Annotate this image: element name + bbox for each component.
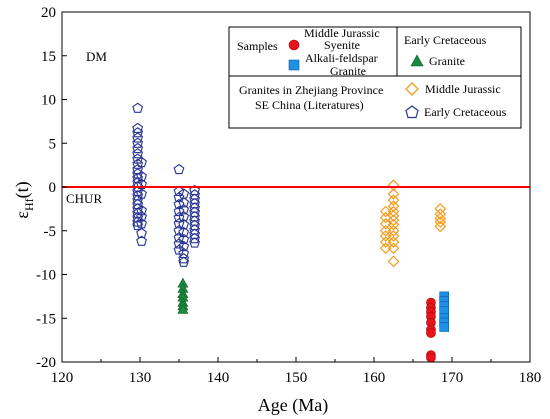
point-middle-jurassic [389, 195, 399, 205]
y-tick-label: 15 [41, 49, 56, 65]
y-tick-label: -5 [44, 224, 57, 240]
y-tick-label: -10 [36, 268, 56, 284]
legend-lit-line2: SE China (Literatures) [255, 98, 364, 112]
chur-label: CHUR [66, 191, 102, 206]
x-tick-label: 140 [207, 370, 230, 386]
x-tick-label: 180 [519, 370, 542, 386]
x-tick-label: 170 [441, 370, 464, 386]
point-alkali-feldspar-granite [440, 323, 449, 332]
y-axis-title-sub: Hf [22, 198, 36, 211]
x-tick-label: 160 [363, 370, 386, 386]
legend-lit-mj-label: Middle Jurassic [425, 82, 501, 96]
y-tick-label: -15 [36, 311, 56, 327]
x-tick-label: 120 [51, 370, 74, 386]
point-syenite [426, 329, 435, 338]
y-tick-label: 20 [41, 5, 56, 21]
legend-alkali-label: Alkali-feldspar [305, 51, 378, 65]
y-tick-label: 10 [41, 93, 56, 109]
y-tick-label: 5 [49, 136, 57, 152]
legend-samples-label: Samples [237, 39, 278, 53]
y-axis-title-tail: (t) [12, 181, 33, 198]
legend-granite-word: Granite [330, 64, 366, 78]
legend-alkali-marker [289, 60, 299, 70]
x-tick-label: 150 [285, 370, 308, 386]
legend-ec-granite-label: Granite [429, 54, 465, 68]
legend-lit-ec-label: Early Cretaceous [424, 105, 507, 119]
legend-lit-line1: Granites in Zhejiang Province [239, 83, 383, 97]
dm-label: DM [86, 49, 107, 64]
x-tick-label: 130 [129, 370, 152, 386]
y-axis-title: εHf(t) [12, 181, 36, 218]
point-early-cretaceous [133, 103, 143, 112]
marks-layer [133, 103, 449, 362]
point-middle-jurassic [389, 256, 399, 266]
point-syenite [426, 353, 435, 362]
y-axis-title-text: εHf(t) [12, 181, 36, 218]
legend-syenite-marker [289, 40, 299, 50]
legend-early-cretaceous-title: Early Cretaceous [404, 33, 487, 47]
y-tick-label: 0 [49, 180, 57, 196]
y-tick-label: -20 [36, 355, 56, 371]
legend-syenite-label: Syenite [324, 38, 360, 52]
point-early-cretaceous [174, 165, 184, 174]
x-axis-title: Age (Ma) [258, 395, 328, 416]
